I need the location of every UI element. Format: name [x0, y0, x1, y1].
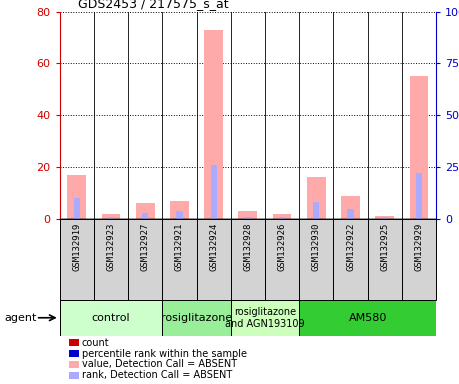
Bar [402, 219, 436, 300]
Bar [409, 76, 428, 219]
Bar [211, 165, 217, 219]
Bar [142, 213, 148, 219]
Bar [368, 219, 402, 300]
Text: GSM132927: GSM132927 [141, 223, 150, 271]
Text: GSM132924: GSM132924 [209, 223, 218, 271]
Bar [136, 204, 155, 219]
Text: GSM132930: GSM132930 [312, 223, 321, 271]
Text: GSM132919: GSM132919 [72, 223, 81, 271]
Bar [239, 211, 257, 219]
Bar [94, 219, 128, 300]
Bar [204, 30, 223, 219]
Bar [162, 300, 231, 336]
Text: rank, Detection Call = ABSENT: rank, Detection Call = ABSENT [82, 370, 232, 380]
Bar [333, 219, 368, 300]
Bar [74, 198, 80, 219]
Text: AM580: AM580 [348, 313, 387, 323]
Text: GSM132929: GSM132929 [414, 223, 424, 271]
Bar [108, 217, 114, 219]
Text: GSM132926: GSM132926 [278, 223, 286, 271]
Text: GDS2453 / 217575_s_at: GDS2453 / 217575_s_at [78, 0, 229, 10]
Bar [273, 214, 291, 219]
Text: rosiglitazone
and AGN193109: rosiglitazone and AGN193109 [225, 307, 305, 329]
Text: GSM132921: GSM132921 [175, 223, 184, 271]
Text: GSM132923: GSM132923 [106, 223, 116, 271]
Bar [347, 209, 353, 219]
Bar [375, 216, 394, 219]
Text: percentile rank within the sample: percentile rank within the sample [82, 349, 246, 359]
Bar [279, 217, 285, 219]
Bar [307, 177, 326, 219]
Bar [128, 219, 162, 300]
Text: GSM132928: GSM132928 [243, 223, 252, 271]
Text: count: count [82, 338, 109, 348]
Bar [265, 219, 299, 300]
Text: GSM132925: GSM132925 [380, 223, 389, 271]
Bar [299, 300, 436, 336]
Bar [231, 219, 265, 300]
Bar [60, 219, 94, 300]
Bar [231, 300, 299, 336]
Text: rosiglitazone: rosiglitazone [161, 313, 232, 323]
Bar [67, 175, 86, 219]
Bar [196, 219, 231, 300]
Text: control: control [92, 313, 130, 323]
Bar [176, 210, 183, 219]
Bar [162, 219, 196, 300]
Text: value, Detection Call = ABSENT: value, Detection Call = ABSENT [82, 359, 237, 369]
Text: agent: agent [5, 313, 37, 323]
Bar [170, 201, 189, 219]
Bar [313, 202, 319, 219]
Text: GSM132922: GSM132922 [346, 223, 355, 271]
Bar [299, 219, 333, 300]
Bar [341, 195, 360, 219]
Bar [245, 217, 251, 219]
Bar [381, 217, 388, 219]
Bar [101, 214, 120, 219]
Bar [60, 300, 162, 336]
Bar [416, 173, 422, 219]
